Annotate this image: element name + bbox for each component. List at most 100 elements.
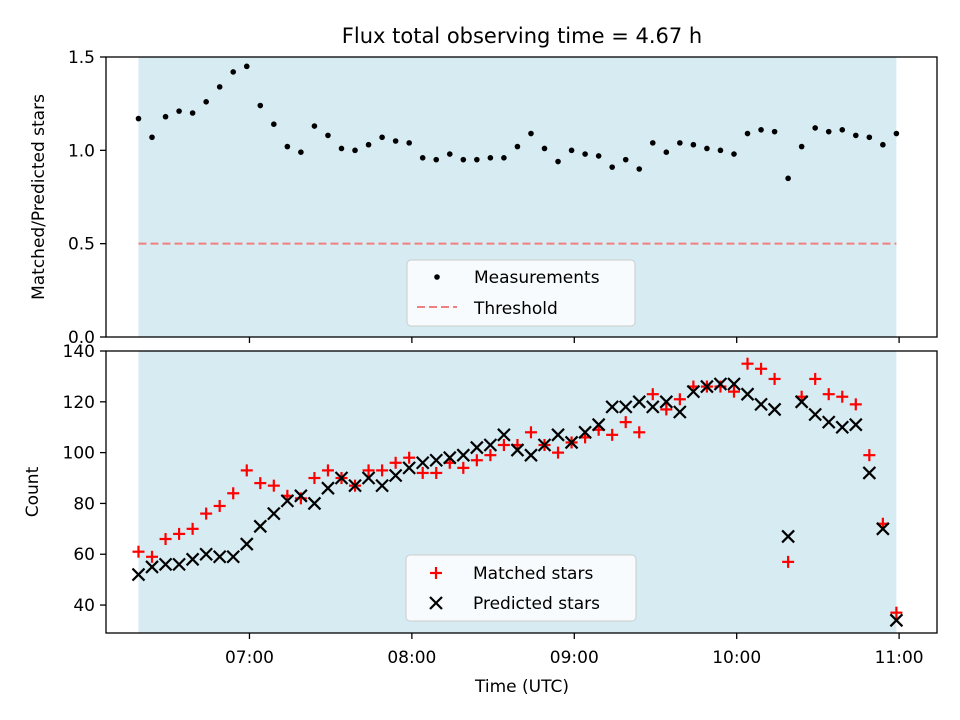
y-tick-label: 80 — [73, 494, 95, 514]
predicted-star-point — [551, 428, 565, 442]
measurement-point — [271, 121, 277, 127]
bottom-y-ticks: 40 60 80 100 120 140 — [63, 342, 106, 616]
matched-star-point — [552, 446, 565, 459]
predicted-star-point — [808, 407, 822, 422]
top-y-axis-label: Matched/Predicted stars — [29, 94, 49, 300]
matched-star-point — [159, 533, 172, 545]
y-tick-label: 1.5 — [68, 48, 95, 68]
x-axis-label: Time (UTC) — [474, 677, 569, 697]
matched-star-point — [782, 555, 795, 568]
matched-star-point — [213, 499, 226, 512]
predicted-star-point — [876, 522, 890, 536]
predicted-star-point — [199, 547, 213, 562]
measurement-point — [825, 128, 832, 135]
matched-star-point — [240, 464, 253, 477]
matched-star-point — [389, 456, 402, 469]
measurement-point — [311, 123, 318, 129]
predicted-star-point — [307, 496, 322, 511]
matched-star-point — [836, 390, 849, 403]
measurement-point — [149, 134, 155, 141]
measurement-point — [866, 134, 873, 141]
predicted-star-point — [727, 377, 741, 391]
bottom-axes-frame — [105, 350, 938, 634]
measurement-point — [649, 140, 656, 146]
predicted-star-point — [456, 448, 471, 462]
predicted-star-point — [578, 425, 592, 440]
predicted-star-point — [348, 478, 362, 493]
predicted-star-point — [294, 489, 308, 503]
measurement-point — [798, 143, 805, 150]
matched-star-point — [484, 449, 497, 462]
measurement-point — [880, 141, 886, 148]
matched-star-point — [403, 451, 416, 464]
predicted-star-point — [253, 519, 268, 534]
matched-star-point — [430, 466, 443, 479]
measurement-point — [216, 84, 223, 90]
predicted-star-point — [835, 420, 850, 434]
predicted-star-point — [429, 453, 444, 468]
matched-star-point — [755, 362, 768, 375]
measurement-point — [785, 175, 791, 182]
measurement-point — [365, 141, 372, 148]
predicted-star-point — [510, 443, 525, 457]
matched-star-point — [524, 426, 537, 439]
predicted-star-point — [524, 448, 538, 462]
matched-star-point — [362, 464, 375, 477]
predicted-star-point — [185, 552, 200, 567]
predicted-star-point — [375, 478, 389, 493]
measurement-point — [460, 156, 467, 163]
y-tick-label: 1.0 — [68, 141, 95, 161]
predicted-star-point — [591, 417, 606, 432]
matched-star-point — [646, 388, 659, 401]
predicted-star-point — [862, 466, 877, 480]
matched-star-point — [863, 449, 876, 462]
y-tick-label: 40 — [73, 596, 95, 616]
measurement-point — [203, 99, 209, 105]
matched-star-point — [497, 439, 510, 451]
top-x-ticks — [248, 337, 900, 343]
predicted-star-point — [713, 377, 728, 391]
predicted-star-point — [700, 379, 714, 394]
matched-star-point — [606, 428, 619, 441]
predicted-star-point — [781, 529, 795, 544]
predicted-star-point — [483, 438, 498, 452]
matched-star-point — [619, 416, 632, 429]
top-panel: 0.0 0.5 1.0 1.5 Matched/Predicted stars Mea… — [29, 48, 938, 348]
predicted-star-point — [172, 557, 186, 572]
measurement-point — [474, 156, 480, 163]
measurement-point — [541, 145, 548, 152]
predicted-star-point — [415, 456, 430, 470]
measurement-point — [677, 140, 683, 146]
measurement-point — [419, 155, 426, 161]
x-tick-label: 08:00 — [387, 648, 436, 668]
matched-star-point — [457, 461, 470, 474]
measurement-point — [609, 164, 615, 170]
measurement-point — [812, 125, 818, 131]
measurement-point — [555, 158, 561, 165]
predicted-star-point — [889, 613, 904, 628]
chart-title: Flux total observing time = 4.67 h — [342, 24, 702, 48]
measurement-point — [487, 155, 494, 161]
measurement-point — [257, 102, 264, 109]
predicted-star-point — [226, 550, 240, 564]
measurement-point — [582, 151, 588, 157]
legend-matched-marker — [430, 567, 442, 579]
measurement-point — [338, 145, 345, 152]
legend-predicted-marker — [429, 596, 443, 610]
predicted-star-point — [767, 402, 782, 417]
predicted-star-point — [564, 435, 579, 450]
measurement-point — [704, 145, 710, 152]
measurement-point — [758, 127, 764, 133]
predicted-star-point — [794, 395, 809, 409]
legend-matched-label: Matched stars — [473, 564, 593, 584]
top-y-ticks: 0.0 0.5 1.0 1.5 — [68, 48, 106, 348]
x-tick-label: 07:00 — [225, 648, 274, 668]
predicted-star-point — [632, 395, 647, 409]
measurement-point — [731, 151, 737, 157]
matched-star-point — [267, 479, 280, 492]
matched-star-point — [660, 403, 673, 416]
predicted-star-point — [388, 468, 403, 483]
predicted-star-point — [267, 506, 281, 521]
x-tick-label: 09:00 — [550, 648, 599, 668]
matched-star-point — [890, 606, 903, 619]
